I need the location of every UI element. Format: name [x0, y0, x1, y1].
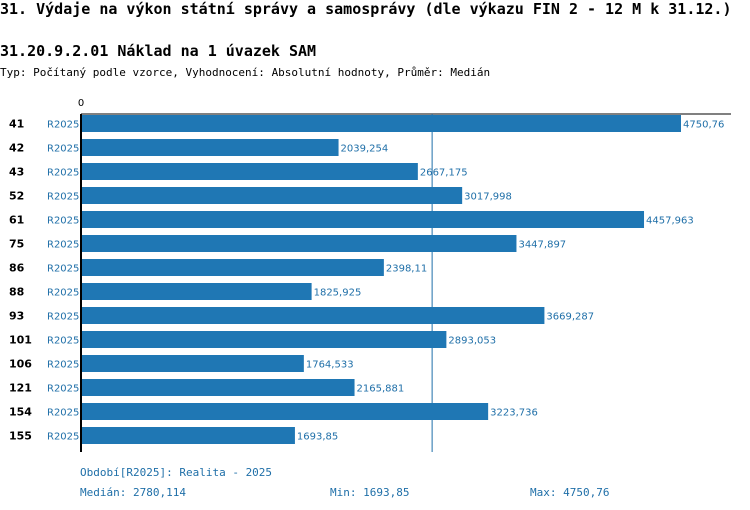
- series-label: R2025: [47, 144, 79, 155]
- bar: [81, 283, 312, 300]
- category-label: 101: [9, 334, 32, 347]
- data-label: 4750,76: [683, 120, 724, 131]
- type-value: Počítaný podle vzorce,: [33, 66, 179, 79]
- average-label: Průměr:: [397, 66, 444, 79]
- series-label: R2025: [47, 264, 79, 275]
- data-label: 2893,053: [448, 336, 496, 347]
- series-label: R2025: [47, 192, 79, 203]
- evaluation-value: Absolutní hodnoty,: [271, 66, 391, 79]
- data-label: 3447,897: [518, 240, 566, 251]
- type-label: Typ:: [0, 66, 27, 79]
- data-label: 3017,998: [464, 192, 512, 203]
- bar: [81, 235, 517, 252]
- max-value: 4750,76: [563, 486, 610, 499]
- median-value: 2780,114: [132, 486, 186, 499]
- evaluation-label: Vyhodnocení:: [185, 66, 265, 79]
- data-label: 2039,254: [341, 144, 389, 155]
- category-label: 155: [9, 430, 32, 443]
- category-label: 88: [9, 286, 24, 299]
- median-label: Medián:: [80, 486, 127, 499]
- category-label: 43: [9, 166, 24, 179]
- data-label: 4457,963: [646, 216, 694, 227]
- series-label: R2025: [47, 240, 79, 251]
- data-label: 2398,11: [386, 264, 427, 275]
- min-summary: Min: 1693,85: [330, 486, 409, 499]
- period-legend: Období[R2025]: Realita - 2025: [80, 466, 273, 479]
- category-label: 154: [9, 406, 32, 419]
- bar: [81, 427, 295, 444]
- median-summary: Medián: 2780,114: [80, 486, 186, 499]
- bar: [81, 163, 418, 180]
- series-label: R2025: [47, 312, 79, 323]
- category-label: 93: [9, 310, 24, 323]
- series-label: R2025: [47, 216, 79, 227]
- series-label: R2025: [47, 432, 79, 443]
- series-label: R2025: [47, 384, 79, 395]
- bar: [81, 211, 645, 228]
- series-label: R2025: [47, 288, 79, 299]
- bar: [81, 115, 681, 132]
- x-tick-label: 0: [78, 98, 84, 109]
- series-label: R2025: [47, 360, 79, 371]
- max-label: Max:: [530, 486, 557, 499]
- data-label: 3223,736: [490, 408, 538, 419]
- series-label: R2025: [47, 336, 79, 347]
- bar: [81, 355, 304, 372]
- average-value: Medián: [450, 66, 491, 79]
- data-label: 1825,925: [314, 288, 362, 299]
- category-label: 42: [9, 142, 24, 155]
- bar: [81, 187, 463, 204]
- category-label: 61: [9, 214, 24, 227]
- chart-description: Typ: Počítaný podle vzorce, Vyhodnocení:…: [0, 66, 490, 79]
- page-title: 31. Výdaje na výkon státní správy a samo…: [0, 0, 732, 18]
- indicator-title: 31.20.9.2.01 Náklad na 1 úvazek SAM: [0, 42, 317, 60]
- series-label: R2025: [47, 408, 79, 419]
- series-label: R2025: [47, 168, 79, 179]
- category-label: 75: [9, 238, 24, 251]
- data-label: 1693,85: [297, 432, 338, 443]
- category-label: 52: [9, 190, 24, 203]
- bar: [81, 259, 384, 276]
- bar: [81, 139, 339, 156]
- data-label: 3669,287: [546, 312, 594, 323]
- category-label: 106: [9, 358, 32, 371]
- data-label: 2667,175: [420, 168, 468, 179]
- max-summary: Max: 4750,76: [530, 486, 609, 499]
- bar: [81, 379, 355, 396]
- bar: [81, 403, 489, 420]
- category-label: 41: [9, 118, 24, 131]
- min-label: Min:: [330, 486, 357, 499]
- bar-chart: 0 41 R2025 4750,76 42 R2025 2039,254 43 R2025 266…: [9, 98, 731, 452]
- series-label: R2025: [47, 120, 79, 131]
- data-label: 2165,881: [357, 384, 405, 395]
- bar: [81, 307, 545, 324]
- data-label: 1764,533: [306, 360, 354, 371]
- min-value: 1693,85: [363, 486, 410, 499]
- bar: [81, 331, 447, 348]
- category-label: 121: [9, 382, 32, 395]
- category-label: 86: [9, 262, 25, 275]
